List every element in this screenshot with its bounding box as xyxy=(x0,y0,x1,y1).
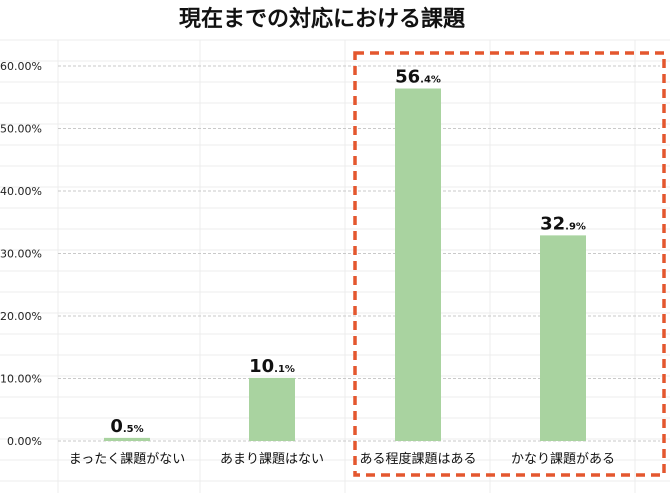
category-label: ある程度課題はある xyxy=(359,451,476,467)
y-tick-label: 10.00% xyxy=(0,373,42,386)
category-labels: まったく課題がない あまり課題はない ある程度課題はある かなり課題がある xyxy=(69,451,615,467)
bar xyxy=(540,235,586,441)
bar xyxy=(104,437,150,441)
category-label: まったく課題がない xyxy=(69,451,185,467)
data-labels: 0.5% 10.1% 56.4% 32.9% xyxy=(110,67,586,437)
category-label: かなり課題がある xyxy=(511,451,615,467)
y-axis-ticks: 0.00% 10.00% 20.00% 30.00% 40.00% 50.00% 60.00… xyxy=(0,60,42,448)
highlight-box xyxy=(353,51,666,477)
data-label: 0.5% xyxy=(110,416,143,437)
bar xyxy=(395,88,441,441)
y-tick-label: 40.00% xyxy=(0,185,42,198)
y-tick-label: 60.00% xyxy=(0,60,42,73)
category-label: あまり課題はない xyxy=(220,451,324,467)
y-tick-label: 30.00% xyxy=(0,248,42,261)
data-label: 56.4% xyxy=(395,67,441,88)
y-tick-label: 20.00% xyxy=(0,310,42,323)
y-tick-label: 50.00% xyxy=(0,123,42,136)
bars xyxy=(104,88,586,441)
data-label: 10.1% xyxy=(249,356,295,377)
bar xyxy=(249,377,295,441)
chart-title: 現在までの対応における課題 xyxy=(179,6,466,32)
data-label: 32.9% xyxy=(540,213,586,234)
y-tick-label: 0.00% xyxy=(7,435,42,448)
